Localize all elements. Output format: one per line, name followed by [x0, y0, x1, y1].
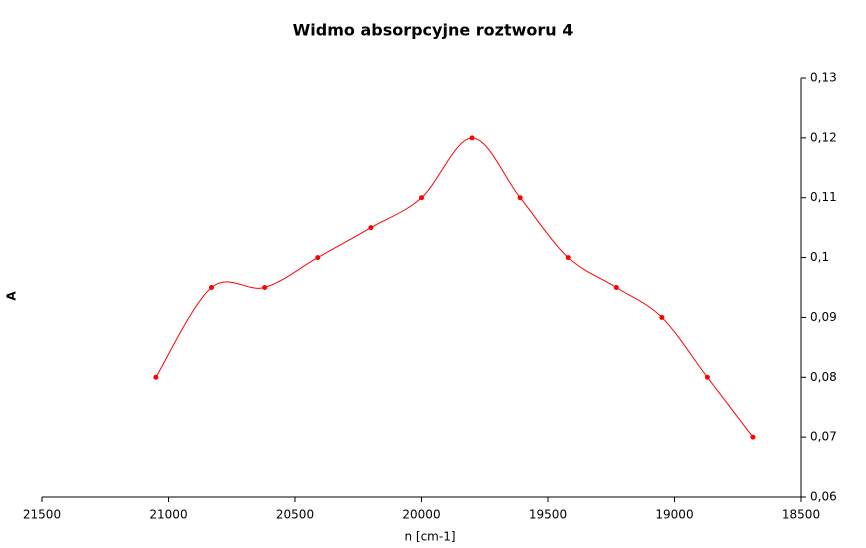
- y-tick-label: 0,13: [810, 71, 837, 85]
- y-tick-label: 0,09: [810, 310, 837, 324]
- x-tick-label: 21000: [149, 508, 187, 522]
- x-tick-label: 20500: [276, 508, 314, 522]
- data-point: [209, 285, 215, 290]
- x-tick-label: 21500: [23, 508, 61, 522]
- x-tick-label: 19500: [529, 508, 567, 522]
- data-point: [565, 255, 571, 261]
- y-tick-label: 0,08: [810, 370, 837, 384]
- chart-title: Widmo absorpcyjne roztworu 4: [293, 21, 574, 40]
- y-axis-label: A: [5, 291, 19, 301]
- data-point: [419, 195, 424, 201]
- y-tick-label: 0,1: [810, 250, 829, 264]
- data-point: [262, 285, 268, 290]
- y-tick-label: 0,12: [810, 130, 837, 144]
- y-tick-label: 0,11: [810, 190, 837, 204]
- y-tick-label: 0,07: [810, 430, 837, 444]
- x-tick-label: 20000: [402, 508, 440, 522]
- data-point: [469, 135, 475, 141]
- data-point: [315, 255, 321, 261]
- data-point: [517, 195, 523, 201]
- y-tick-label: 0,06: [810, 490, 837, 504]
- data-point: [704, 374, 710, 380]
- x-tick-label: 18500: [782, 508, 820, 522]
- data-point: [153, 374, 159, 380]
- data-point: [368, 225, 374, 231]
- data-point: [613, 285, 619, 290]
- x-axis-label: n [cm-1]: [404, 530, 455, 544]
- data-point: [659, 314, 665, 320]
- x-tick-label: 19000: [655, 508, 693, 522]
- data-point: [750, 434, 756, 440]
